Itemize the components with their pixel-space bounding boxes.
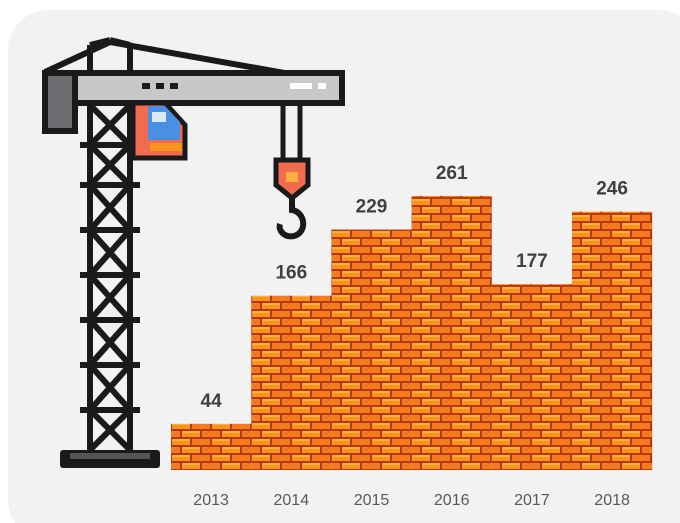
- x-tick-label: 2016: [434, 492, 470, 509]
- crane-illustration: [42, 37, 345, 468]
- bar: [411, 195, 492, 470]
- x-tick-label: 2018: [594, 492, 630, 509]
- value-label: 246: [596, 179, 628, 200]
- value-label: 166: [275, 263, 307, 284]
- bar: [491, 284, 572, 470]
- crane-counterweight: [42, 70, 78, 134]
- crane-cable: [109, 39, 291, 77]
- x-tick-label: 2015: [354, 492, 390, 509]
- crane-mast: [80, 37, 140, 453]
- x-tick-label: 2014: [274, 492, 310, 509]
- x-tick-label: 2017: [514, 492, 550, 509]
- value-label: 229: [356, 197, 388, 218]
- hook: [276, 198, 307, 240]
- bar: [171, 423, 252, 470]
- x-tick-label: 2013: [193, 492, 229, 509]
- crane-jib: [42, 70, 345, 106]
- bar: [251, 295, 332, 470]
- bar: [331, 229, 412, 470]
- crane-cable: [43, 39, 112, 75]
- bar: [572, 211, 653, 470]
- value-label: 261: [436, 163, 468, 184]
- crane-base-detail: [70, 453, 150, 459]
- value-label: 44: [201, 391, 223, 412]
- value-label: 177: [516, 251, 548, 272]
